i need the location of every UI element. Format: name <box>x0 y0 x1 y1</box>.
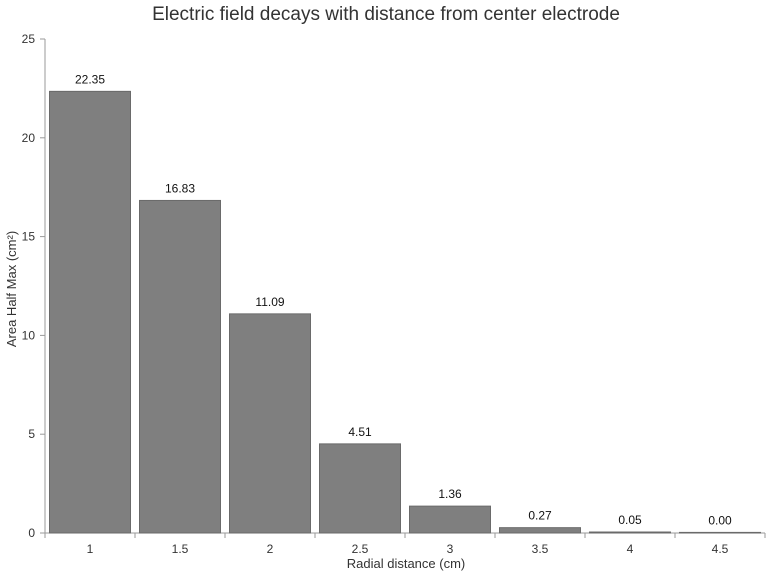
x-tick-label: 3.5 <box>532 542 549 556</box>
chart-title: Electric field decays with distance from… <box>152 4 620 25</box>
y-tick-label: 0 <box>28 526 35 540</box>
x-tick-label: 3 <box>447 542 454 556</box>
y-tick-label: 20 <box>22 131 36 145</box>
x-axis: 1 1.5 2 2.5 3 3.5 4 4.5 <box>44 532 766 556</box>
y-axis: 0 5 10 15 20 25 <box>22 32 46 540</box>
data-label: 11.09 <box>255 295 284 309</box>
x-tick-label: 1.5 <box>172 542 189 556</box>
y-tick-label: 10 <box>22 328 36 342</box>
data-label: 0.00 <box>708 513 732 527</box>
bar <box>409 505 491 534</box>
bar <box>589 531 671 534</box>
data-label: 1.36 <box>438 487 462 501</box>
x-tick-label: 2.5 <box>352 542 369 556</box>
x-tick-label: 1 <box>87 542 94 556</box>
y-tick-label: 25 <box>22 32 36 46</box>
x-axis-label: Radial distance (cm) <box>347 556 466 571</box>
data-label: 4.51 <box>348 425 372 439</box>
bar <box>319 443 401 534</box>
bar <box>229 313 311 534</box>
bar <box>49 90 131 534</box>
data-label: 0.05 <box>618 513 642 527</box>
x-tick-label: 2 <box>267 542 274 556</box>
bar <box>139 199 221 534</box>
x-tick-label: 4.5 <box>712 542 729 556</box>
data-label: 16.83 <box>165 181 195 195</box>
data-labels: 22.35 16.83 11.09 4.51 1.36 0.27 0.05 0.00 <box>75 72 732 527</box>
bars <box>49 90 761 534</box>
y-tick-label: 15 <box>22 230 36 244</box>
bar <box>679 531 761 534</box>
x-tick-label: 4 <box>627 542 634 556</box>
bar <box>499 527 581 534</box>
y-axis-label: Area Half Max (cm²) <box>4 231 19 347</box>
data-label: 22.35 <box>75 72 105 86</box>
data-label: 0.27 <box>528 509 552 523</box>
y-tick-label: 5 <box>28 427 35 441</box>
